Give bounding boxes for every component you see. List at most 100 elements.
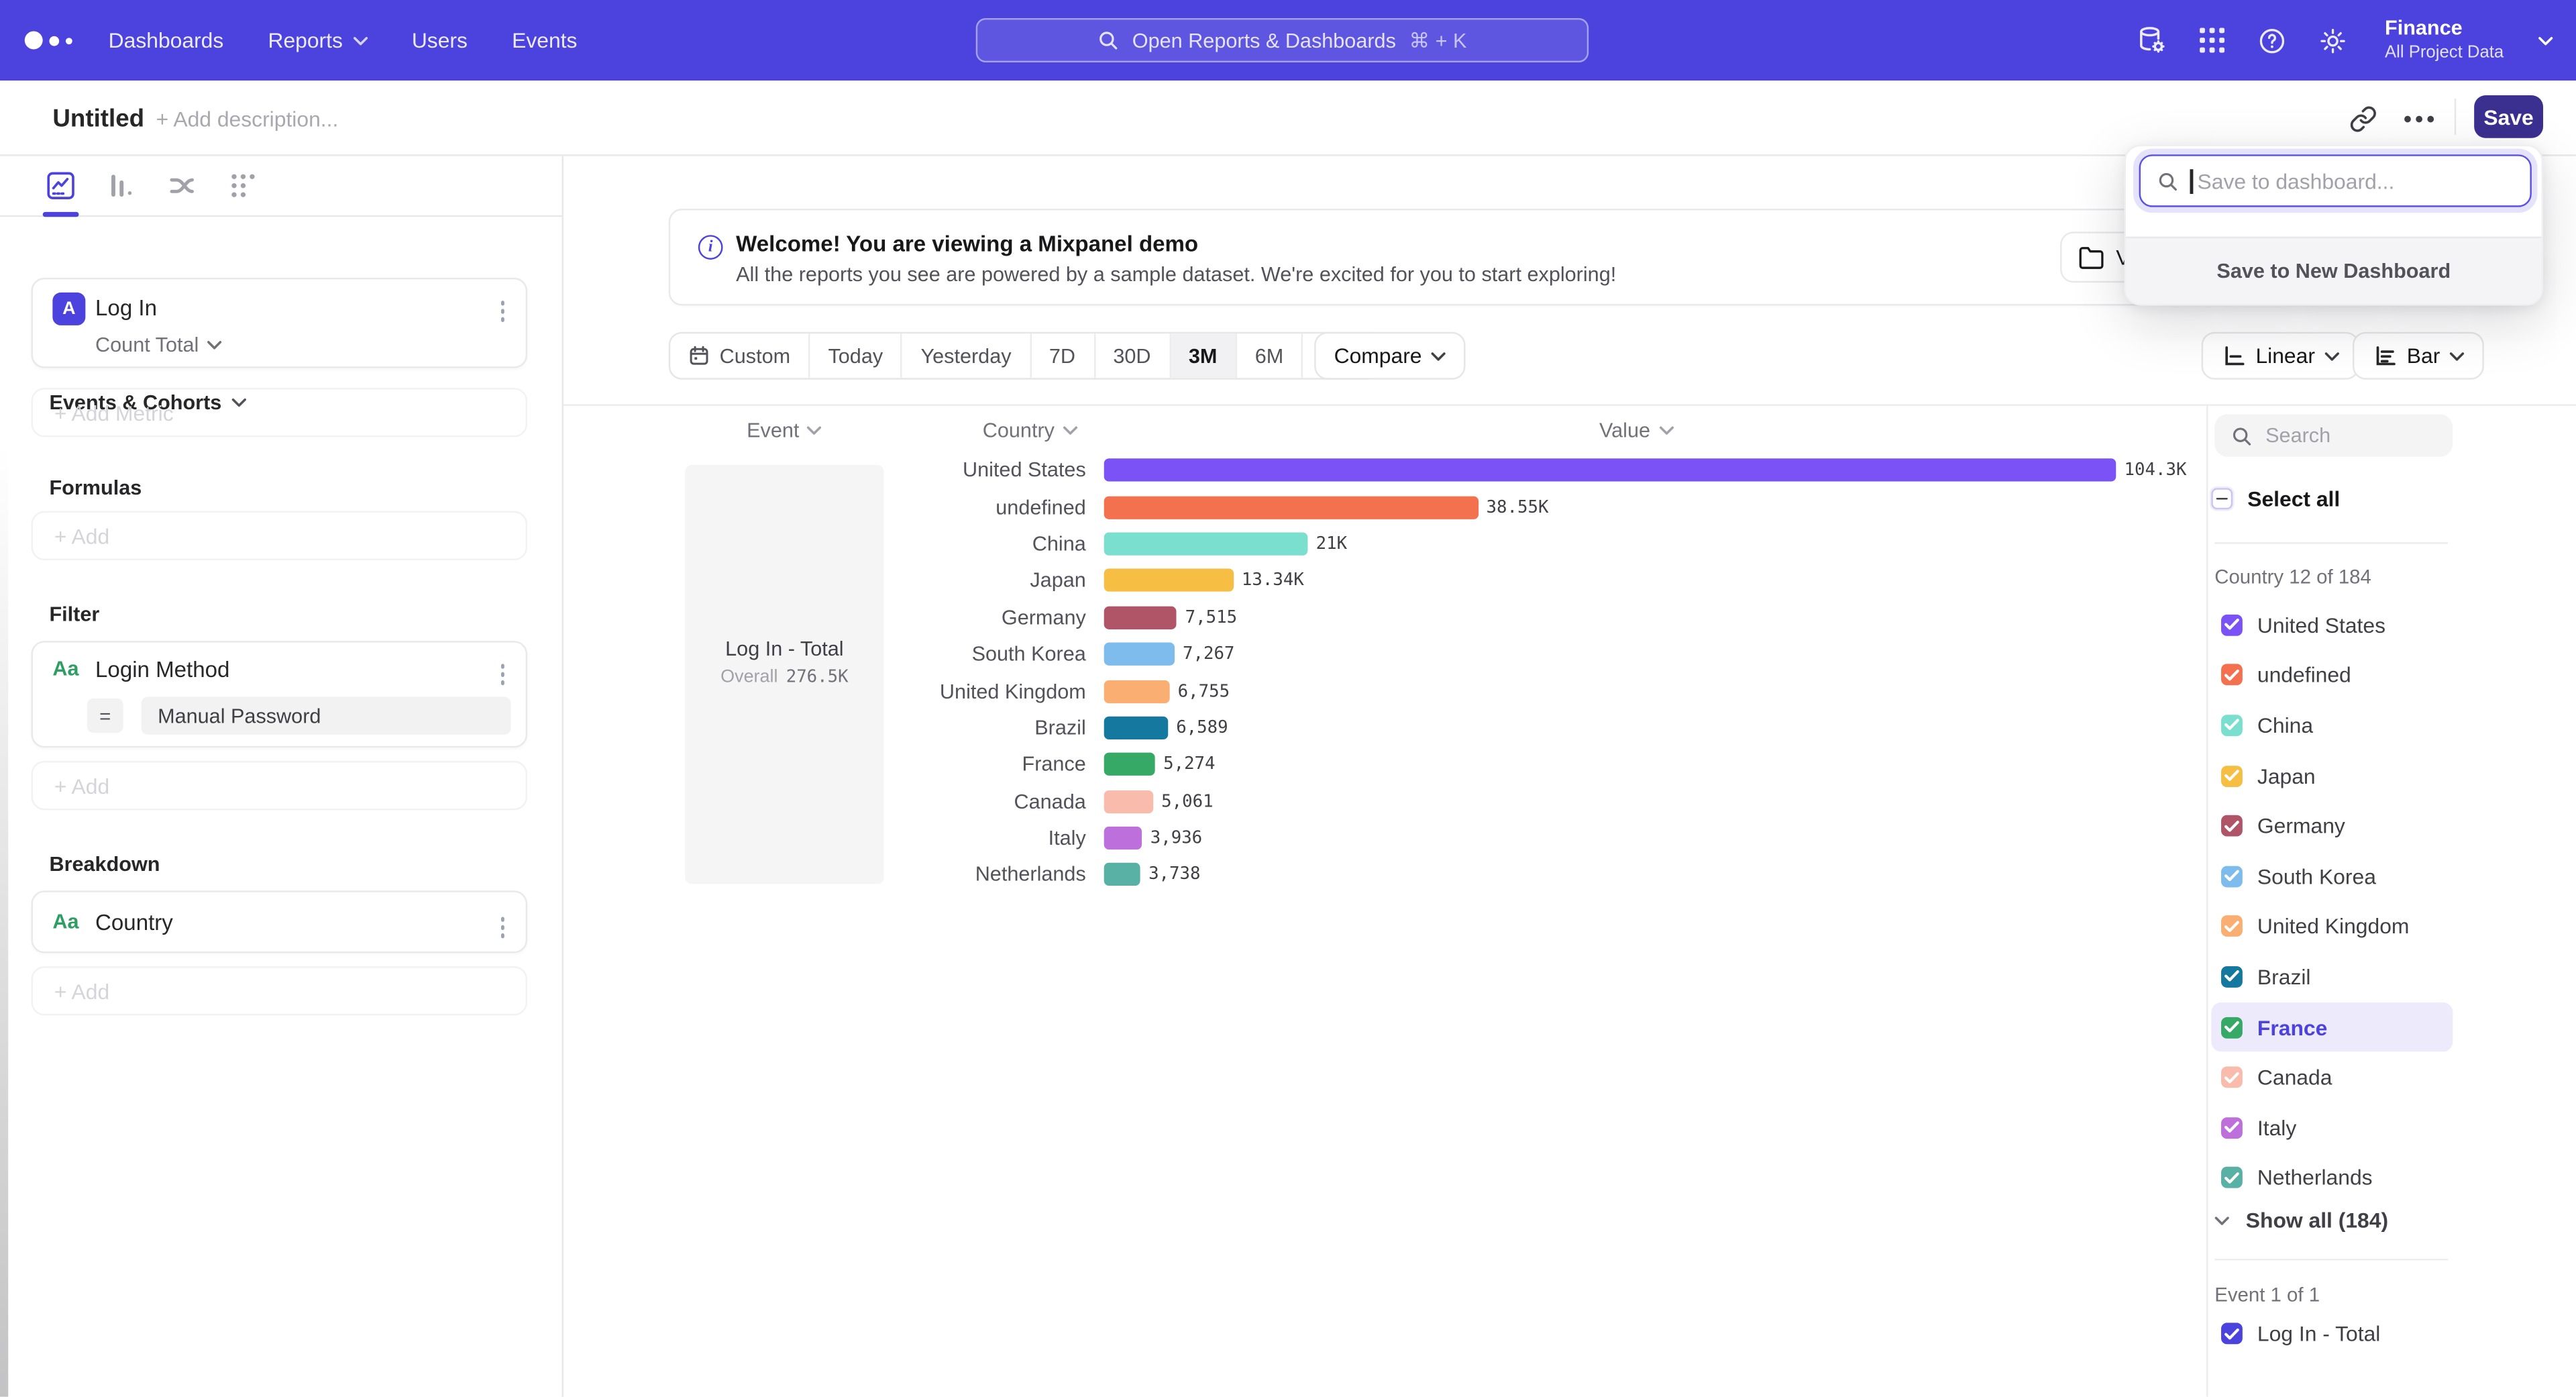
legend-item-france[interactable]: France <box>2211 1002 2453 1052</box>
range-3m[interactable]: 3M <box>1171 333 1237 378</box>
report-type-tabs <box>0 156 562 217</box>
bar-segment[interactable] <box>1104 532 1308 555</box>
bar-segment[interactable] <box>1104 680 1170 703</box>
bar-segment[interactable] <box>1104 717 1168 739</box>
search-icon <box>2157 170 2179 191</box>
select-all-checkbox[interactable]: Select all <box>2211 486 2340 511</box>
add-breakdown-button[interactable]: + Add <box>32 966 528 1015</box>
checked-checkbox-icon[interactable] <box>2221 1168 2243 1189</box>
segment-search-input[interactable]: Search <box>2214 414 2453 457</box>
legend-item-china[interactable]: China <box>2211 701 2453 751</box>
filter-operator-select[interactable]: = <box>87 698 123 733</box>
help-circle-icon[interactable] <box>2257 25 2286 55</box>
save-to-dashboard-input[interactable]: Save to dashboard... <box>2139 154 2532 207</box>
checked-checkbox-icon[interactable] <box>2221 966 2243 988</box>
search-icon <box>2231 425 2253 446</box>
event-summary-cell[interactable]: Log In - Total Overall276.5K <box>685 465 883 884</box>
show-all-toggle[interactable]: Show all (184) <box>2214 1208 2388 1233</box>
checked-checkbox-icon[interactable] <box>2221 1323 2243 1344</box>
filter-property-name[interactable]: Login Method <box>95 658 229 682</box>
bar-segment[interactable] <box>1104 790 1153 813</box>
legend-item-south-korea[interactable]: South Korea <box>2211 851 2453 901</box>
nav-item-users[interactable]: Users <box>412 28 468 53</box>
nav-item-events[interactable]: Events <box>512 28 577 53</box>
filter-value-select[interactable]: Manual Password <box>142 696 511 734</box>
legend-item-united-kingdom[interactable]: United Kingdom <box>2211 901 2453 951</box>
line-type-button[interactable]: Linear <box>2202 332 2359 380</box>
column-header-event[interactable]: Event <box>685 419 883 442</box>
chevron-down-icon <box>1432 351 1446 361</box>
legend-item-log-in-total[interactable]: Log In - Total <box>2211 1321 2380 1346</box>
global-search-button[interactable]: Open Reports & Dashboards ⌘ + K <box>976 18 1589 62</box>
bar-value-label: 38.55K <box>1487 497 1549 517</box>
bar-segment[interactable] <box>1104 753 1155 776</box>
add-filter-button[interactable]: + Add <box>32 761 528 810</box>
bar-segment[interactable] <box>1104 864 1140 886</box>
legend-item-undefined[interactable]: undefined <box>2211 650 2453 701</box>
tab-flows-icon[interactable] <box>168 171 197 201</box>
legend-item-united-states[interactable]: United States <box>2211 600 2453 650</box>
checked-checkbox-icon[interactable] <box>2221 765 2243 786</box>
checked-checkbox-icon[interactable] <box>2221 1017 2243 1038</box>
add-metric-button[interactable]: + Add Metric <box>32 388 528 437</box>
range-today[interactable]: Today <box>810 333 903 378</box>
checked-checkbox-icon[interactable] <box>2221 866 2243 887</box>
column-header-value[interactable]: Value <box>1104 419 2169 442</box>
checked-checkbox-icon[interactable] <box>2221 614 2243 635</box>
bar-segment[interactable] <box>1104 827 1142 849</box>
legend-item-italy[interactable]: Italy <box>2211 1102 2453 1153</box>
range-30d[interactable]: 30D <box>1095 333 1171 378</box>
add-formula-button[interactable]: + Add <box>32 511 528 560</box>
bar-segment[interactable] <box>1104 459 2116 482</box>
tab-insights-icon[interactable] <box>46 171 76 201</box>
settings-gear-icon[interactable] <box>2318 25 2347 55</box>
filter-card[interactable]: Aa Login Method = Manual Password <box>32 641 528 747</box>
checked-checkbox-icon[interactable] <box>2221 715 2243 736</box>
range-yesterday[interactable]: Yesterday <box>903 333 1031 378</box>
legend-item-brazil[interactable]: Brazil <box>2211 951 2453 1002</box>
checked-checkbox-icon[interactable] <box>2221 1117 2243 1139</box>
more-options-icon[interactable] <box>2404 115 2435 123</box>
legend-item-netherlands[interactable]: Netherlands <box>2211 1153 2453 1203</box>
breakdown-kebab-icon[interactable] <box>497 914 508 941</box>
copy-link-icon[interactable] <box>2349 105 2377 134</box>
nav-utilities: Finance All Project Data <box>2135 0 2553 81</box>
save-button[interactable]: Save <box>2474 95 2543 138</box>
add-description-field[interactable]: + Add description... <box>156 107 339 132</box>
nav-item-dashboards[interactable]: Dashboards <box>109 28 224 53</box>
legend-item-germany[interactable]: Germany <box>2211 801 2453 851</box>
range-custom[interactable]: Custom <box>670 333 810 378</box>
bar-segment[interactable] <box>1104 496 1479 519</box>
legend-item-japan[interactable]: Japan <box>2211 751 2453 801</box>
project-switcher[interactable]: Finance All Project Data <box>2385 17 2504 64</box>
legend-item-canada[interactable]: Canada <box>2211 1052 2453 1102</box>
bar-segment[interactable] <box>1104 643 1175 666</box>
range-7d[interactable]: 7D <box>1031 333 1095 378</box>
report-title[interactable]: Untitled <box>52 105 144 134</box>
range-6m[interactable]: 6M <box>1237 333 1303 378</box>
apps-grid-icon[interactable] <box>2198 26 2226 54</box>
breakdown-card[interactable]: Aa Country <box>32 890 528 953</box>
database-gear-icon[interactable] <box>2135 25 2167 56</box>
checked-checkbox-icon[interactable] <box>2221 815 2243 837</box>
tab-retention-icon[interactable] <box>228 171 258 201</box>
bar-segment[interactable] <box>1104 569 1234 592</box>
metric-event-name[interactable]: Log In <box>95 296 157 321</box>
tab-funnels-icon[interactable] <box>107 171 136 201</box>
checked-checkbox-icon[interactable] <box>2221 1067 2243 1088</box>
compare-button[interactable]: Compare <box>1314 332 1466 380</box>
metric-card[interactable]: A Log In Count Total <box>32 278 528 368</box>
metric-kebab-icon[interactable] <box>497 297 508 324</box>
chart-type-button[interactable]: Bar <box>2353 332 2484 380</box>
bar-segment[interactable] <box>1104 606 1177 629</box>
checked-checkbox-icon[interactable] <box>2221 664 2243 686</box>
column-header-country[interactable]: Country <box>932 419 1129 442</box>
checked-checkbox-icon[interactable] <box>2221 916 2243 937</box>
nav-item-reports[interactable]: Reports <box>268 28 367 53</box>
breakdown-property-name[interactable]: Country <box>95 911 173 935</box>
filter-kebab-icon[interactable] <box>497 660 508 687</box>
chart-bar-row-netherlands: Netherlands3,738 <box>884 857 2198 894</box>
mixpanel-logo-icon[interactable] <box>25 32 80 50</box>
metric-aggregation[interactable]: Count Total <box>95 333 222 356</box>
save-to-new-dashboard-button[interactable]: Save to New Dashboard <box>2126 237 2542 304</box>
